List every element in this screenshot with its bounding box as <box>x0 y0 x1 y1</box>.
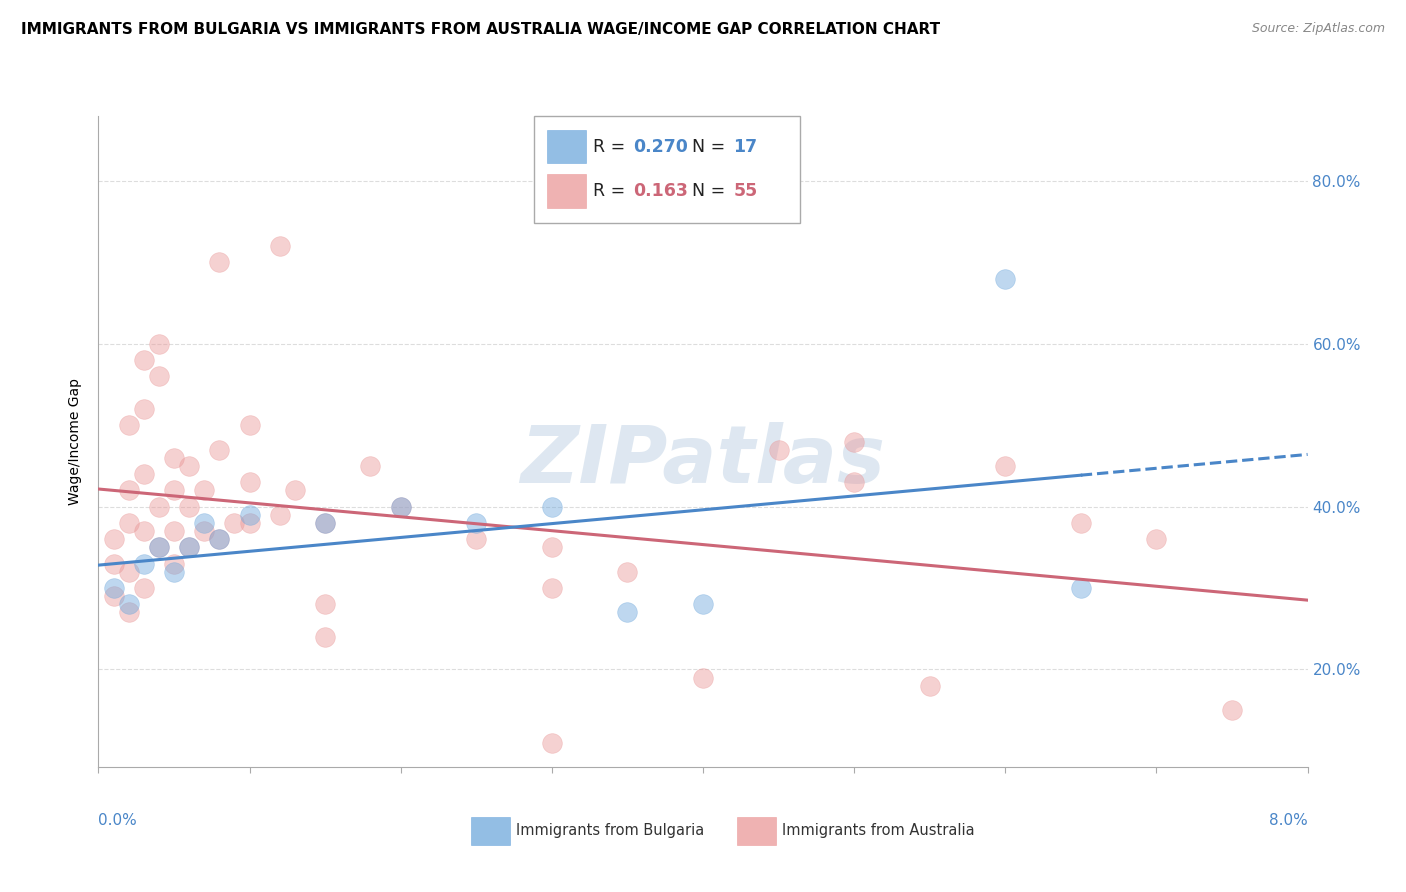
Point <box>918 679 941 693</box>
Point <box>239 418 262 433</box>
Point <box>179 541 201 555</box>
Point <box>132 401 155 416</box>
Point <box>118 516 141 530</box>
Point <box>103 581 125 595</box>
Point <box>163 483 186 498</box>
Point <box>314 516 336 530</box>
Point <box>148 369 170 384</box>
Text: 8.0%: 8.0% <box>1268 813 1308 828</box>
Point <box>148 500 170 514</box>
Point <box>163 565 186 579</box>
Point <box>465 532 488 546</box>
Point <box>239 516 262 530</box>
Point <box>540 500 562 514</box>
Point <box>269 508 291 522</box>
Point <box>193 483 215 498</box>
Point <box>132 467 155 482</box>
Point <box>284 483 307 498</box>
Point <box>239 475 262 490</box>
Text: 0.163: 0.163 <box>633 182 688 200</box>
Point <box>179 500 201 514</box>
Point <box>692 598 714 612</box>
Text: N =: N = <box>682 182 731 200</box>
Point <box>1070 581 1092 595</box>
Text: N =: N = <box>682 137 731 155</box>
Point <box>616 606 638 620</box>
Point <box>118 565 141 579</box>
Point <box>994 458 1017 473</box>
Point <box>224 516 246 530</box>
FancyBboxPatch shape <box>737 816 776 846</box>
Point <box>132 557 155 571</box>
Point <box>163 557 186 571</box>
Point <box>118 606 141 620</box>
Point <box>163 450 186 465</box>
Point <box>314 598 336 612</box>
Point <box>179 541 201 555</box>
Y-axis label: Wage/Income Gap: Wage/Income Gap <box>69 378 83 505</box>
Text: Source: ZipAtlas.com: Source: ZipAtlas.com <box>1251 22 1385 36</box>
Point <box>844 475 866 490</box>
Point <box>103 532 125 546</box>
Point <box>465 516 488 530</box>
Point <box>118 483 141 498</box>
Point <box>163 524 186 538</box>
Point <box>389 500 412 514</box>
Text: 0.270: 0.270 <box>633 137 688 155</box>
Text: R =: R = <box>593 182 631 200</box>
Point <box>314 630 336 644</box>
Point <box>132 524 155 538</box>
Point <box>540 736 562 750</box>
FancyBboxPatch shape <box>534 116 800 223</box>
Point <box>389 500 412 514</box>
FancyBboxPatch shape <box>547 174 586 208</box>
Point <box>1220 703 1243 717</box>
Point <box>768 442 790 457</box>
Point <box>118 418 141 433</box>
Point <box>148 541 170 555</box>
Text: 17: 17 <box>734 137 758 155</box>
Point <box>314 516 336 530</box>
FancyBboxPatch shape <box>547 129 586 163</box>
Point <box>692 671 714 685</box>
Text: ZIPatlas: ZIPatlas <box>520 422 886 500</box>
Point <box>103 589 125 603</box>
Point <box>994 271 1017 285</box>
Point <box>193 516 215 530</box>
Point <box>540 581 562 595</box>
Point <box>239 508 262 522</box>
Point <box>208 442 231 457</box>
Text: Immigrants from Australia: Immigrants from Australia <box>782 823 974 838</box>
Point <box>193 524 215 538</box>
Text: R =: R = <box>593 137 631 155</box>
Text: Immigrants from Bulgaria: Immigrants from Bulgaria <box>516 823 704 838</box>
Point <box>148 336 170 351</box>
Point <box>179 458 201 473</box>
Point <box>118 598 141 612</box>
Point <box>208 532 231 546</box>
Point <box>103 557 125 571</box>
Point <box>844 434 866 449</box>
Point <box>360 458 382 473</box>
Point <box>208 532 231 546</box>
Text: 55: 55 <box>734 182 758 200</box>
Point <box>616 565 638 579</box>
Point <box>540 541 562 555</box>
Text: 0.0%: 0.0% <box>98 813 138 828</box>
Point <box>132 353 155 368</box>
Point <box>148 541 170 555</box>
Point <box>1146 532 1168 546</box>
Text: IMMIGRANTS FROM BULGARIA VS IMMIGRANTS FROM AUSTRALIA WAGE/INCOME GAP CORRELATIO: IMMIGRANTS FROM BULGARIA VS IMMIGRANTS F… <box>21 22 941 37</box>
Point <box>269 239 291 253</box>
Point <box>1070 516 1092 530</box>
Point <box>208 255 231 269</box>
FancyBboxPatch shape <box>471 816 509 846</box>
Point <box>132 581 155 595</box>
